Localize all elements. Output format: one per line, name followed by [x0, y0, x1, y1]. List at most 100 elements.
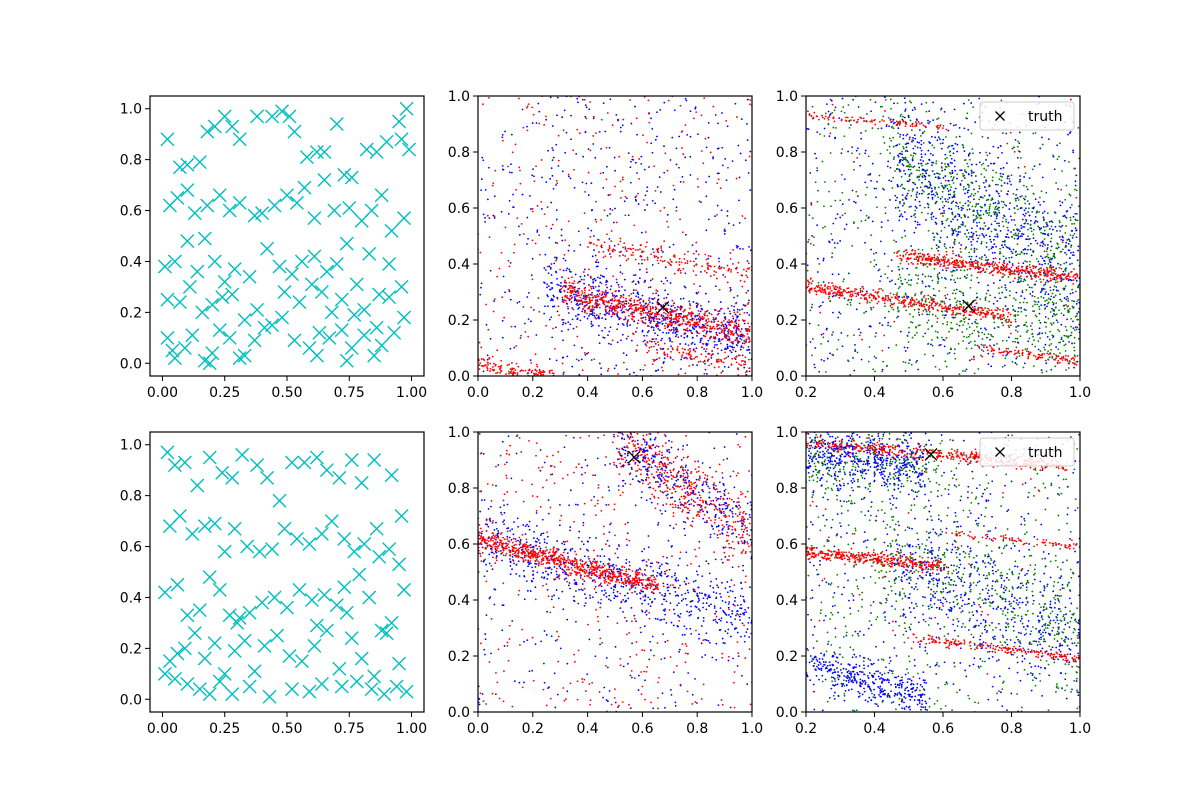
data-point [971, 205, 974, 208]
data-point [1064, 268, 1067, 271]
data-point [967, 154, 970, 157]
data-point [964, 169, 966, 171]
data-point [608, 301, 610, 304]
data-point [912, 166, 914, 169]
data-point [663, 342, 666, 345]
data-point [741, 285, 744, 288]
data-point [905, 165, 908, 168]
plot-area [806, 96, 1080, 376]
data-point [746, 98, 749, 101]
data-point [734, 313, 737, 316]
data-point [672, 326, 675, 329]
data-point [978, 198, 981, 201]
data-point [1000, 184, 1003, 187]
data-point [910, 172, 912, 175]
data-point [811, 303, 814, 306]
data-point [706, 330, 708, 333]
data-point [1032, 192, 1035, 195]
data-point [1070, 246, 1072, 248]
data-point [708, 320, 710, 323]
data-point [857, 227, 859, 229]
data-point [532, 309, 535, 311]
data-point [1016, 243, 1019, 246]
data-point [1027, 222, 1029, 225]
data-point [935, 247, 938, 250]
data-point [654, 190, 657, 192]
data-point [630, 297, 632, 300]
data-point [689, 155, 692, 158]
data-point [1052, 303, 1055, 306]
data-point [1059, 236, 1061, 238]
data-point [550, 281, 552, 284]
data-point [651, 338, 654, 341]
plot-area [478, 96, 752, 376]
data-point [828, 241, 831, 244]
data-point [1008, 256, 1011, 259]
data-point [979, 151, 981, 154]
data-point [718, 172, 720, 175]
data-point [609, 212, 611, 215]
data-point [1064, 285, 1067, 288]
data-point [993, 321, 996, 324]
data-point [634, 249, 637, 251]
data-point [1077, 285, 1080, 288]
data-point [1032, 228, 1035, 231]
data-point [864, 241, 866, 244]
data-point [690, 313, 693, 316]
data-point [648, 319, 651, 321]
data-point [988, 152, 991, 155]
data-point [962, 186, 965, 188]
data-point [732, 248, 735, 251]
data-point [928, 110, 931, 113]
data-point [1061, 170, 1063, 172]
data-point [1070, 251, 1072, 254]
data-point [604, 130, 607, 133]
data-point [855, 308, 858, 311]
data-point [951, 172, 954, 174]
data-point [1027, 283, 1029, 286]
data-point [1022, 233, 1025, 236]
data-point [603, 241, 606, 244]
data-point [710, 330, 713, 333]
data-point [480, 189, 483, 192]
data-point [1039, 228, 1042, 231]
data-point [725, 327, 728, 330]
data-point [1075, 302, 1078, 305]
data-point [1038, 226, 1041, 229]
data-point [501, 136, 504, 139]
data-point [980, 343, 983, 346]
data-point [567, 307, 570, 310]
data-point [519, 182, 522, 185]
data-point [1027, 235, 1029, 238]
data-point [931, 344, 934, 347]
data-point [594, 279, 597, 282]
data-point [704, 335, 707, 338]
data-point [915, 361, 917, 364]
data-point [993, 238, 995, 241]
data-point [600, 373, 603, 376]
data-point [621, 308, 624, 310]
data-point [659, 347, 662, 350]
data-point [598, 306, 601, 309]
data-point [910, 363, 913, 366]
data-point [1060, 226, 1063, 228]
data-point [960, 290, 962, 293]
data-point [945, 200, 947, 203]
data-point [747, 172, 750, 174]
data-point [935, 160, 938, 163]
data-point [893, 102, 895, 105]
data-point [1058, 225, 1061, 228]
data-point [1074, 227, 1077, 230]
data-point [951, 234, 954, 237]
data-point [610, 285, 613, 288]
data-point [966, 208, 969, 211]
data-point [982, 196, 984, 199]
data-point [616, 311, 619, 314]
x-marker-point [180, 157, 195, 172]
data-point [1027, 228, 1029, 231]
data-point [945, 269, 948, 272]
data-point [489, 370, 491, 372]
data-point [936, 118, 938, 121]
data-point [666, 318, 669, 320]
data-point [738, 221, 741, 224]
